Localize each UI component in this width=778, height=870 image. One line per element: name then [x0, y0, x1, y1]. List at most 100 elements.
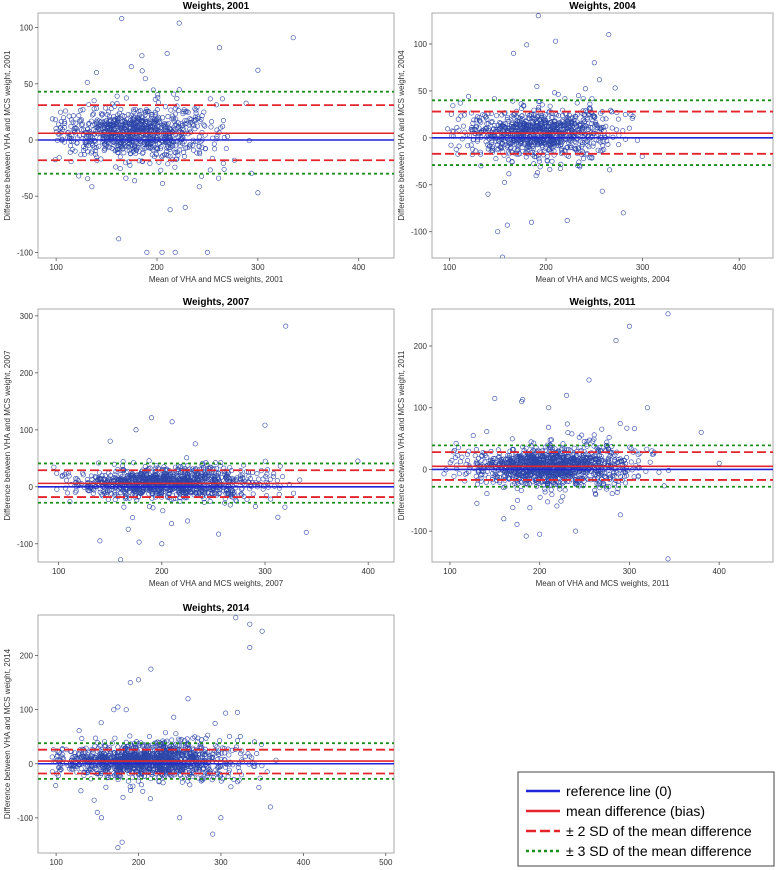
data-point: [507, 448, 513, 454]
panel-title: Weights, 2004: [569, 1, 636, 12]
data-point: [147, 504, 153, 510]
data-point: [264, 479, 270, 485]
data-point: [491, 126, 497, 132]
data-point: [131, 115, 137, 121]
x-axis-label: Mean of VHA and MCS weights, 2001: [149, 275, 284, 284]
data-point: [196, 471, 202, 477]
data-point: [76, 173, 82, 179]
outlier-point: [537, 531, 543, 537]
data-point: [76, 113, 82, 119]
data-point: [468, 142, 474, 148]
data-point: [465, 457, 471, 463]
data-point: [147, 733, 153, 739]
outlier-point: [136, 539, 142, 545]
data-point: [145, 124, 151, 130]
data-point: [137, 472, 143, 478]
x-tick-label: 300: [258, 567, 272, 576]
x-axis-label: Mean of VHA and MCS weights, 2007: [149, 579, 284, 588]
data-point: [72, 489, 78, 495]
data-point: [202, 475, 208, 481]
data-point: [119, 126, 125, 132]
y-tick-label: -100: [17, 248, 34, 257]
data-point: [78, 107, 84, 113]
data-point: [569, 120, 575, 126]
data-point: [515, 497, 521, 503]
data-point: [166, 491, 172, 497]
data-point: [128, 121, 134, 127]
data-point: [88, 150, 94, 156]
data-point: [153, 463, 159, 469]
data-point: [561, 446, 567, 452]
data-point: [199, 466, 205, 472]
y-tick-label: -50: [415, 181, 427, 190]
y-axis-label: Difference between VHA and MCS weight, 2…: [397, 350, 406, 520]
data-point: [237, 733, 243, 739]
data-point: [109, 145, 115, 151]
data-point: [160, 181, 166, 187]
data-point: [112, 472, 118, 478]
data-point: [526, 134, 532, 140]
data-point: [160, 122, 166, 128]
y-tick-label: 50: [418, 87, 427, 96]
data-point: [597, 148, 603, 154]
data-point: [586, 454, 592, 460]
data-point: [497, 457, 503, 463]
data-point: [122, 495, 128, 501]
data-point: [142, 112, 148, 118]
data-point: [461, 112, 467, 118]
data-point: [530, 149, 536, 155]
data-point: [585, 139, 591, 145]
data-point: [153, 468, 159, 474]
data-point: [192, 472, 198, 478]
data-point: [108, 106, 114, 112]
outlier-point: [573, 528, 579, 534]
data-point: [529, 139, 535, 145]
data-point: [117, 125, 123, 131]
data-point: [538, 113, 544, 119]
data-point: [450, 103, 456, 109]
data-point: [549, 158, 555, 164]
data-point: [518, 139, 524, 145]
data-point: [142, 463, 148, 469]
data-point: [585, 124, 591, 130]
data-point: [86, 488, 92, 494]
data-point: [93, 152, 99, 158]
data-point: [666, 467, 672, 473]
data-point: [573, 146, 579, 152]
data-point: [183, 109, 189, 115]
y-tick-label: 0: [29, 136, 34, 145]
data-point: [464, 451, 470, 457]
data-point: [564, 118, 570, 124]
y-tick-label: -100: [411, 527, 428, 536]
data-point: [127, 733, 133, 739]
data-point: [246, 473, 252, 479]
data-point: [256, 784, 262, 790]
data-point: [122, 144, 128, 150]
data-point: [82, 146, 88, 152]
data-point: [562, 473, 568, 479]
data-point: [118, 490, 124, 496]
data-point: [478, 163, 484, 169]
data-point: [600, 125, 606, 131]
data-point: [125, 112, 131, 118]
data-point: [582, 86, 588, 92]
data-point: [564, 421, 570, 427]
data-point: [92, 474, 98, 480]
data-point: [104, 775, 110, 781]
data-point: [615, 116, 621, 122]
data-point: [199, 471, 205, 477]
data-point: [552, 90, 558, 96]
data-point: [194, 739, 200, 745]
data-point: [191, 123, 197, 129]
data-point: [145, 131, 151, 137]
data-point: [172, 164, 178, 170]
outlier-point: [182, 204, 188, 210]
outlier-point: [255, 67, 261, 73]
data-point: [530, 119, 536, 125]
data-point: [520, 473, 526, 479]
data-point: [171, 127, 177, 133]
data-point: [529, 115, 535, 121]
outlier-point: [283, 323, 289, 329]
data-point: [604, 138, 610, 144]
